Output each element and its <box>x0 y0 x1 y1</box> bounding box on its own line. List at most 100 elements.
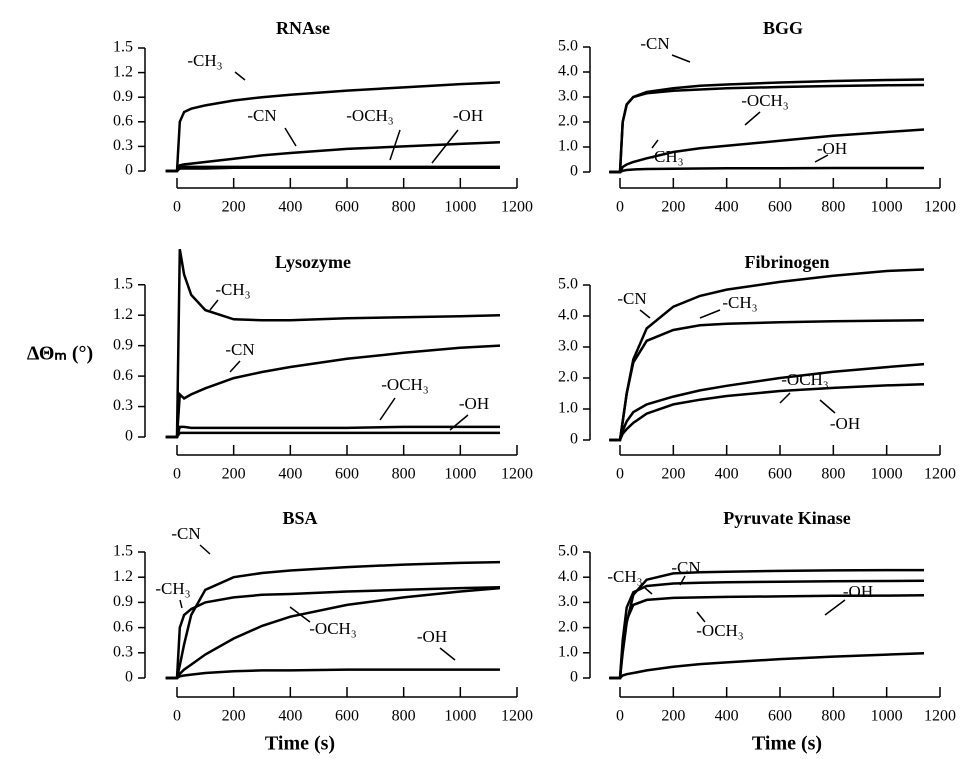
label-leader <box>814 154 829 163</box>
x-tick-label: 200 <box>222 466 246 483</box>
series-line <box>165 344 501 439</box>
series-label: -OCH₃ <box>781 370 829 389</box>
x-tick-label: 400 <box>278 199 302 216</box>
panel-title: BSA <box>282 508 317 528</box>
panel-title: Lysozyme <box>275 252 351 272</box>
y-tick-label: 1.2 <box>113 63 133 80</box>
x-tick-label: 200 <box>661 708 685 725</box>
series-line <box>165 141 501 173</box>
label-leader <box>639 309 651 319</box>
x-axis-label: Time (s) <box>265 733 335 755</box>
label-leader <box>449 414 469 431</box>
label-leader <box>284 127 297 147</box>
series-label: -CH₃ <box>607 567 642 586</box>
series-line <box>609 83 925 174</box>
label-leader <box>431 129 459 164</box>
series-label: -OCH₃ <box>696 621 744 640</box>
series-line <box>165 586 501 680</box>
label-leader <box>389 129 401 161</box>
y-tick-label: 0.6 <box>113 112 133 129</box>
series-line <box>165 166 500 173</box>
x-tick-label: 800 <box>821 199 845 216</box>
x-tick-label: 1200 <box>501 199 533 216</box>
y-tick-label: 2.0 <box>558 618 578 635</box>
y-tick-label: 0.3 <box>113 643 133 660</box>
x-tick-label: 1200 <box>924 199 956 216</box>
series-label: -OCH₃ <box>381 375 429 394</box>
series-label: -OH <box>830 414 860 433</box>
label-leader <box>209 299 219 311</box>
x-tick-label: 200 <box>661 466 685 483</box>
panel-title: RNAse <box>276 18 330 38</box>
x-tick-label: 200 <box>661 199 685 216</box>
series-label: -CH₃ <box>722 293 757 312</box>
label-leader <box>289 606 311 623</box>
x-tick-label: 1200 <box>501 466 533 483</box>
series-line <box>609 594 925 680</box>
x-tick-label: 600 <box>768 199 792 216</box>
series-label: -OCH₃ <box>346 106 394 125</box>
y-tick-label: 0.3 <box>113 137 133 154</box>
x-tick-label: 1000 <box>871 466 903 483</box>
y-tick-label: 0 <box>125 428 133 445</box>
label-leader <box>779 392 791 404</box>
x-tick-label: 400 <box>278 708 302 725</box>
series-label: -OH <box>459 394 489 413</box>
y-tick-label: 0 <box>125 162 133 179</box>
y-tick-label: 5.0 <box>558 543 578 560</box>
y-tick-label: 1.0 <box>558 643 578 660</box>
y-tick-label: 1.5 <box>113 275 133 292</box>
label-leader <box>824 599 846 616</box>
series-label: -CN <box>617 289 646 308</box>
y-tick-label: 3.0 <box>558 593 578 610</box>
series-label: -OCH₃ <box>309 619 357 638</box>
x-tick-label: 200 <box>222 708 246 725</box>
panel-title: Pyruvate Kinase <box>723 508 851 528</box>
x-tick-label: 800 <box>392 199 416 216</box>
series-label: -CH₃ <box>187 51 222 70</box>
y-tick-label: 4.0 <box>558 63 578 80</box>
y-tick-label: 4.0 <box>558 307 578 324</box>
x-tick-label: 1000 <box>444 466 476 483</box>
y-tick-label: 0.6 <box>113 618 133 635</box>
x-tick-label: 0 <box>616 199 624 216</box>
series-line <box>609 166 924 174</box>
x-tick-label: 1000 <box>871 199 903 216</box>
x-tick-label: 0 <box>173 708 181 725</box>
x-tick-label: 400 <box>715 199 739 216</box>
y-tick-label: 0 <box>570 431 578 448</box>
series-line <box>165 668 500 680</box>
y-tick-label: 2.0 <box>558 113 578 130</box>
series-label: -OH <box>843 582 873 601</box>
x-tick-label: 600 <box>768 466 792 483</box>
series-line <box>609 362 925 442</box>
x-tick-label: 0 <box>173 466 181 483</box>
y-axis-label: ΔΘₘ (°) <box>27 343 93 365</box>
series-label: -OH <box>817 139 847 158</box>
y-tick-label: 0 <box>570 669 578 686</box>
x-tick-label: 800 <box>821 466 845 483</box>
x-axis-label: Time (s) <box>752 733 822 755</box>
x-tick-label: 600 <box>335 199 359 216</box>
x-tick-label: 1200 <box>924 466 956 483</box>
y-tick-label: 4.0 <box>558 568 578 585</box>
label-leader <box>179 599 183 609</box>
series-label: -CN <box>671 558 700 577</box>
label-leader <box>679 575 686 586</box>
series-label: -OCH₃ <box>741 91 789 110</box>
series-line <box>165 425 500 439</box>
x-tick-label: 400 <box>715 466 739 483</box>
label-leader <box>229 360 241 373</box>
x-tick-label: 600 <box>335 466 359 483</box>
x-tick-label: 800 <box>392 466 416 483</box>
x-tick-label: 800 <box>821 708 845 725</box>
y-tick-label: 2.0 <box>558 369 578 386</box>
x-tick-label: 1200 <box>924 708 956 725</box>
series-line <box>165 248 501 439</box>
label-leader <box>234 71 246 81</box>
y-tick-label: 1.0 <box>558 138 578 155</box>
x-tick-label: 0 <box>173 199 181 216</box>
series-line <box>609 268 925 442</box>
